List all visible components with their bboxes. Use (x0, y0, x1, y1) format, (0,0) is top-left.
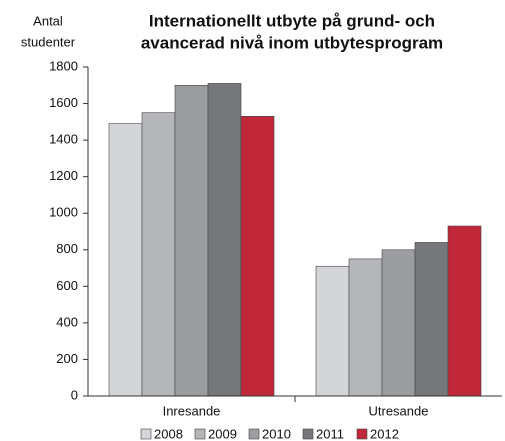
chart-title: Internationellt utbyte på grund- och (149, 11, 435, 30)
bar (207, 83, 242, 397)
bar (240, 116, 275, 397)
y-tick-label: 0 (71, 387, 78, 402)
x-tick-label: Utresande (369, 403, 429, 418)
y-tick-label: 200 (56, 351, 78, 366)
legend-label: 2012 (370, 426, 399, 441)
y-axis-label: Antal (33, 13, 63, 28)
y-tick-label: 1000 (49, 205, 78, 220)
bar (348, 258, 383, 397)
legend-label: 2011 (316, 426, 344, 441)
x-tick-label: Inresande (163, 403, 221, 418)
bar (447, 225, 482, 397)
legend-swatch (140, 428, 152, 440)
bar (174, 84, 209, 397)
legend-swatch (194, 428, 206, 440)
y-tick-label: 1400 (49, 132, 78, 147)
bar (381, 249, 416, 397)
legend-label: 2010 (262, 426, 291, 441)
y-tick-label: 800 (56, 241, 78, 256)
legend-swatch (248, 428, 260, 440)
legend-label: 2009 (208, 426, 237, 441)
y-tick-label: 1600 (49, 95, 78, 110)
legend-label: 2008 (154, 426, 183, 441)
legend-swatch (302, 428, 314, 440)
legend-swatch (356, 428, 368, 440)
chart-title: avancerad nivå inom utbytesprogram (141, 33, 443, 52)
bar (141, 112, 176, 397)
y-tick-label: 1200 (49, 168, 78, 183)
bar (315, 265, 350, 397)
bar (108, 123, 143, 397)
y-tick-label: 1800 (49, 58, 78, 73)
bar (414, 242, 449, 397)
y-tick-label: 600 (56, 278, 78, 293)
y-axis-label: studenter (21, 34, 76, 49)
y-tick-label: 400 (56, 314, 78, 329)
